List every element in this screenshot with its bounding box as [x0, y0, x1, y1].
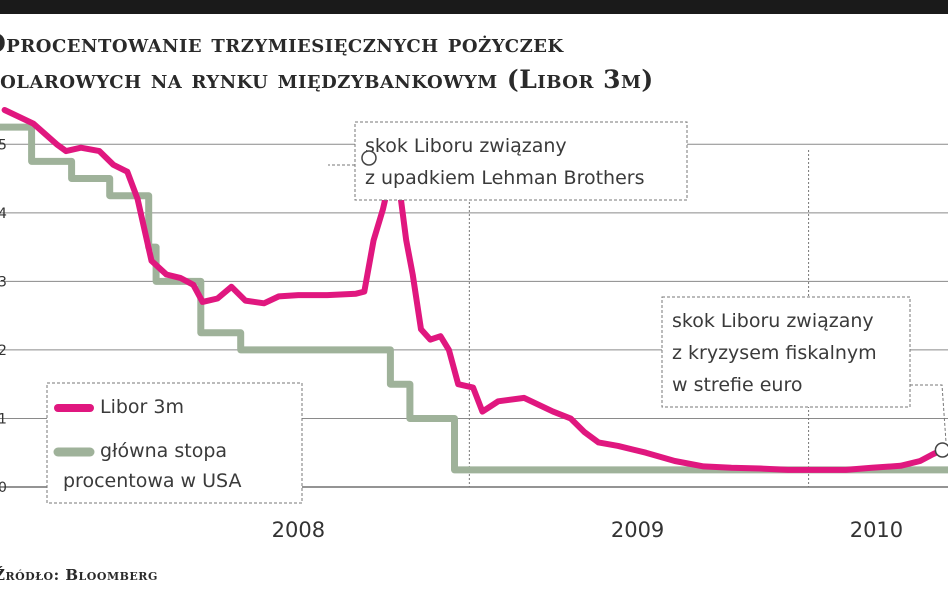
annotations: skok Liboru związany z upadkiem Lehman Br… — [328, 121, 948, 458]
series-libor-3m — [1, 107, 946, 473]
legend-box — [46, 382, 303, 504]
annotation-box-1 — [354, 121, 688, 201]
annotation-leader-2 — [910, 384, 947, 443]
annotation-marker-1 — [361, 150, 377, 166]
x-tick-label-2010: 2010 — [850, 518, 903, 542]
y-tick-label-5: 5 — [0, 137, 7, 153]
legend-label-1-line-1: Libor 3m — [100, 396, 184, 418]
legend: Libor 3m główna stopa procentowa w USA — [46, 382, 303, 504]
legend-label-2-line-1: główna stopa — [100, 440, 227, 462]
y-tick-label-2: 2 — [0, 343, 7, 359]
annotation-box-2 — [661, 296, 911, 408]
series-lines — [0, 107, 948, 474]
legend-label-2-line-2: procentowa w USA — [63, 470, 241, 492]
annotation-2-line-2: z kryzysem fiskalnym — [672, 342, 877, 364]
x-tick-label-2008: 2008 — [272, 518, 325, 542]
annotation-2-line-1: skok Liboru związany — [672, 310, 874, 332]
y-tick-label-0: 0 — [0, 480, 7, 496]
annotation-1-line-1: skok Liboru związany — [365, 135, 567, 157]
y-tick-label-3: 3 — [0, 274, 7, 290]
y-axis-ticks: 0 1 2 3 4 5 — [0, 137, 7, 496]
annotation-2-line-3: w strefie euro — [672, 374, 802, 396]
chart-title: Oprocentowanie trzymiesięcznych pożyczek… — [0, 29, 654, 94]
annotation-marker-2 — [934, 442, 948, 458]
top-black-bar — [0, 0, 948, 14]
y-tick-label-1: 1 — [0, 411, 7, 427]
annotation-1-line-2: z upadkiem Lehman Brothers — [365, 167, 645, 189]
y-tick-label-4: 4 — [0, 206, 7, 222]
series-us-policy-rate — [0, 123, 948, 474]
x-axis-ticks: 2008 2009 2010 — [272, 518, 904, 542]
source-note: Źródło: Bloomberg — [0, 566, 158, 584]
x-tick-label-2009: 2009 — [611, 518, 664, 542]
